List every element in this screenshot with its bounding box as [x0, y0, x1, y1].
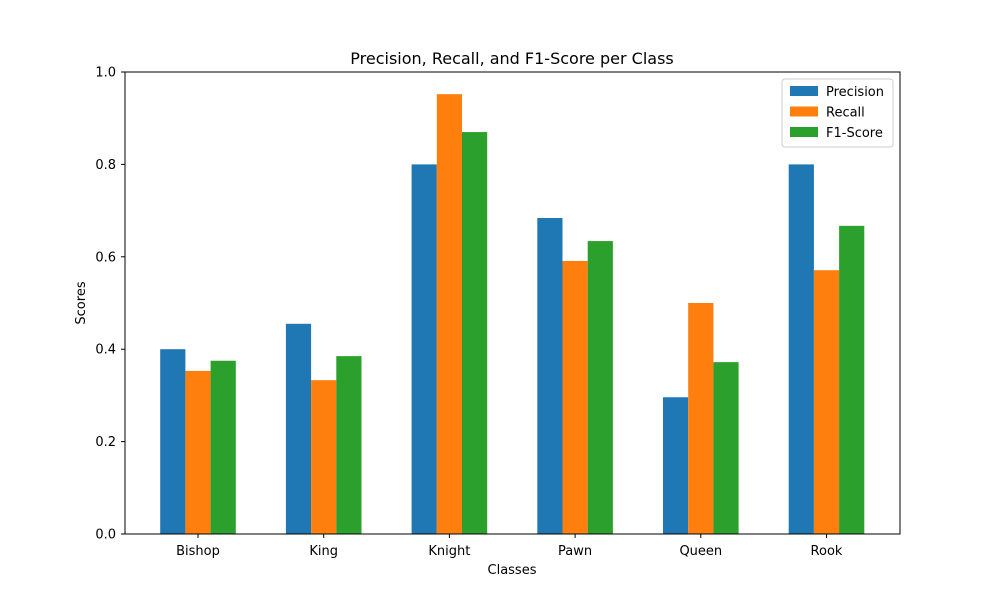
y-tick-label: 0.6 [95, 250, 116, 265]
y-axis-label: Scores [74, 281, 89, 324]
bar-pawn-f1-score [587, 241, 613, 534]
bar-knight-f1-score [462, 132, 488, 534]
y-tick-label: 1.0 [95, 66, 116, 81]
x-tick-label: Rook [811, 544, 843, 559]
bar-knight-recall [436, 94, 462, 535]
bar-bishop-precision [160, 349, 186, 534]
y-tick-label: 0.4 [95, 343, 116, 358]
bar-bishop-recall [185, 370, 211, 534]
bar-king-f1-score [336, 356, 362, 534]
bar-rook-precision [788, 164, 814, 534]
bar-queen-f1-score [713, 362, 739, 534]
plot-frame [124, 71, 901, 535]
bars-layer [160, 94, 865, 535]
x-tick-label: King [309, 544, 338, 559]
x-axis-label: Classes [488, 563, 537, 578]
x-tick-label: Pawn [558, 544, 592, 559]
legend-label-precision: Precision [826, 85, 884, 100]
bar-pawn-recall [562, 260, 588, 534]
bar-knight-precision [411, 164, 437, 534]
legend-swatch-recall [790, 106, 818, 117]
y-tick-label: 0.8 [95, 158, 116, 173]
bar-bishop-f1-score [210, 360, 236, 534]
bar-king-precision [285, 323, 312, 534]
ticks-layer: Bishop King Knight Pawn Queen Rook 0.0 0.2 0.4 0.… [95, 66, 843, 560]
bar-king-recall [311, 380, 337, 534]
chart-title: Precision, Recall, and F1-Score per Clas… [350, 49, 673, 68]
bar-queen-recall [688, 303, 714, 534]
bar-queen-precision [663, 397, 689, 534]
bar-rook-recall [813, 270, 840, 534]
y-tick-label: 0.0 [95, 528, 116, 543]
x-tick-label: Knight [428, 544, 470, 559]
y-tick-label: 0.2 [95, 435, 116, 450]
bar-pawn-precision [537, 217, 563, 535]
legend: Precision Recall F1-Score [781, 78, 894, 148]
x-tick-label: Queen [679, 544, 722, 559]
legend-swatch-precision [790, 86, 818, 96]
legend-label-recall: Recall [826, 106, 865, 121]
bar-rook-f1-score [839, 225, 865, 534]
legend-label-f1-score: F1-Score [826, 126, 883, 141]
x-tick-label: Bishop [176, 544, 220, 559]
legend-swatch-f1-score [790, 127, 818, 137]
